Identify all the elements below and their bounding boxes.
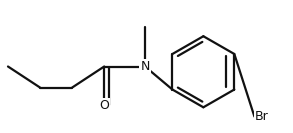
Text: N: N (140, 60, 150, 73)
Text: Br: Br (254, 110, 268, 123)
Text: O: O (99, 99, 109, 113)
